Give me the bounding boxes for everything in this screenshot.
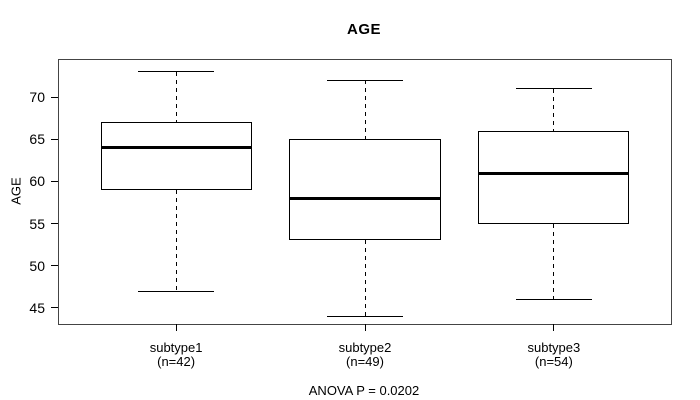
whisker-cap-top-subtype2	[327, 79, 403, 81]
x-label-subtype2: subtype2 (n=49)	[289, 341, 441, 369]
whisker-cap-bottom-subtype1	[138, 290, 214, 292]
whisker-cap-bottom-subtype3	[516, 299, 592, 301]
whisker-lower-subtype2	[364, 240, 366, 317]
y-tick-label-65: 65	[29, 131, 45, 148]
x-label-count-subtype3: (n=54)	[534, 354, 573, 369]
y-tick-label-55: 55	[29, 215, 45, 232]
y-tick-60	[51, 180, 58, 182]
whisker-cap-top-subtype3	[516, 88, 592, 90]
y-tick-55	[51, 223, 58, 225]
whisker-lower-subtype1	[175, 189, 177, 292]
box-subtype3	[478, 130, 630, 224]
x-tick-subtype2	[364, 324, 366, 331]
x-label-name-subtype2: subtype2	[338, 340, 392, 355]
y-tick-50	[51, 265, 58, 267]
anova-annotation: ANOVA P = 0.0202	[308, 383, 420, 398]
whisker-cap-bottom-subtype2	[327, 315, 403, 317]
box-subtype2	[289, 139, 441, 241]
median-line-subtype1	[100, 146, 252, 150]
x-label-count-subtype2: (n=49)	[346, 354, 384, 369]
y-tick-45	[51, 307, 58, 309]
x-tick-subtype3	[553, 324, 555, 331]
box-subtype1	[100, 122, 252, 190]
x-label-subtype1: subtype1 (n=42)	[100, 341, 252, 369]
x-label-name-subtype3: subtype3	[527, 340, 581, 355]
y-tick-65	[51, 138, 58, 140]
whisker-upper-subtype1	[175, 71, 177, 123]
whisker-upper-subtype3	[553, 88, 555, 131]
y-tick-label-50: 50	[29, 257, 45, 274]
x-label-name-subtype1: subtype1	[149, 340, 203, 355]
whisker-cap-top-subtype1	[138, 71, 214, 73]
x-label-count-subtype1: (n=42)	[157, 354, 196, 369]
median-line-subtype2	[289, 196, 441, 200]
whisker-upper-subtype2	[364, 80, 366, 140]
chart-title: AGE	[346, 21, 381, 38]
median-line-subtype3	[478, 171, 630, 175]
whisker-lower-subtype3	[553, 223, 555, 300]
y-tick-70	[51, 96, 58, 98]
y-tick-label-70: 70	[29, 89, 45, 106]
y-tick-label-45: 45	[29, 299, 45, 316]
plot-area: 45 50 55 60 65 70 subtype1 (n=42) subtype2 (n=49)…	[29, 59, 672, 369]
x-label-subtype3: subtype3 (n=54)	[478, 341, 630, 369]
y-tick-label-60: 60	[29, 173, 45, 190]
x-tick-subtype1	[175, 324, 177, 331]
